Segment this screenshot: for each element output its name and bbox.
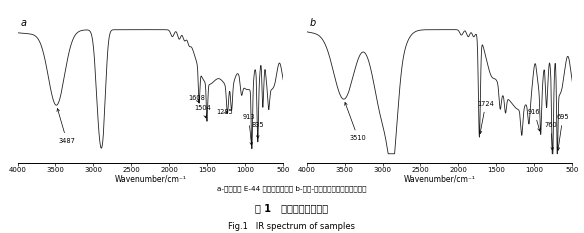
Text: b: b [310,18,315,28]
Text: 1724: 1724 [477,101,494,134]
Text: 3487: 3487 [57,109,75,144]
Text: a: a [20,18,26,28]
Text: 913: 913 [242,114,255,145]
Text: 3510: 3510 [345,103,367,141]
X-axis label: Wavenumber/cm⁻¹: Wavenumber/cm⁻¹ [114,175,186,184]
Text: 图 1   样品的红外光谱图: 图 1 样品的红外光谱图 [255,203,329,213]
Text: 760: 760 [545,122,558,150]
X-axis label: Wavenumber/cm⁻¹: Wavenumber/cm⁻¹ [404,175,475,184]
Text: 695: 695 [557,114,569,150]
Text: 1235: 1235 [217,109,233,115]
Text: 835: 835 [252,122,264,138]
Text: a-环氧树脂 E-44 的红外光谱图； b-环氧-丙烯酸酯树脂的红外光谱图: a-环氧树脂 E-44 的红外光谱图； b-环氧-丙烯酸酯树脂的红外光谱图 [217,185,367,192]
Text: 1608: 1608 [188,95,205,102]
Text: Fig.1   IR spectrum of samples: Fig.1 IR spectrum of samples [228,222,356,231]
Text: 916: 916 [528,109,541,131]
Text: 1504: 1504 [194,105,211,118]
